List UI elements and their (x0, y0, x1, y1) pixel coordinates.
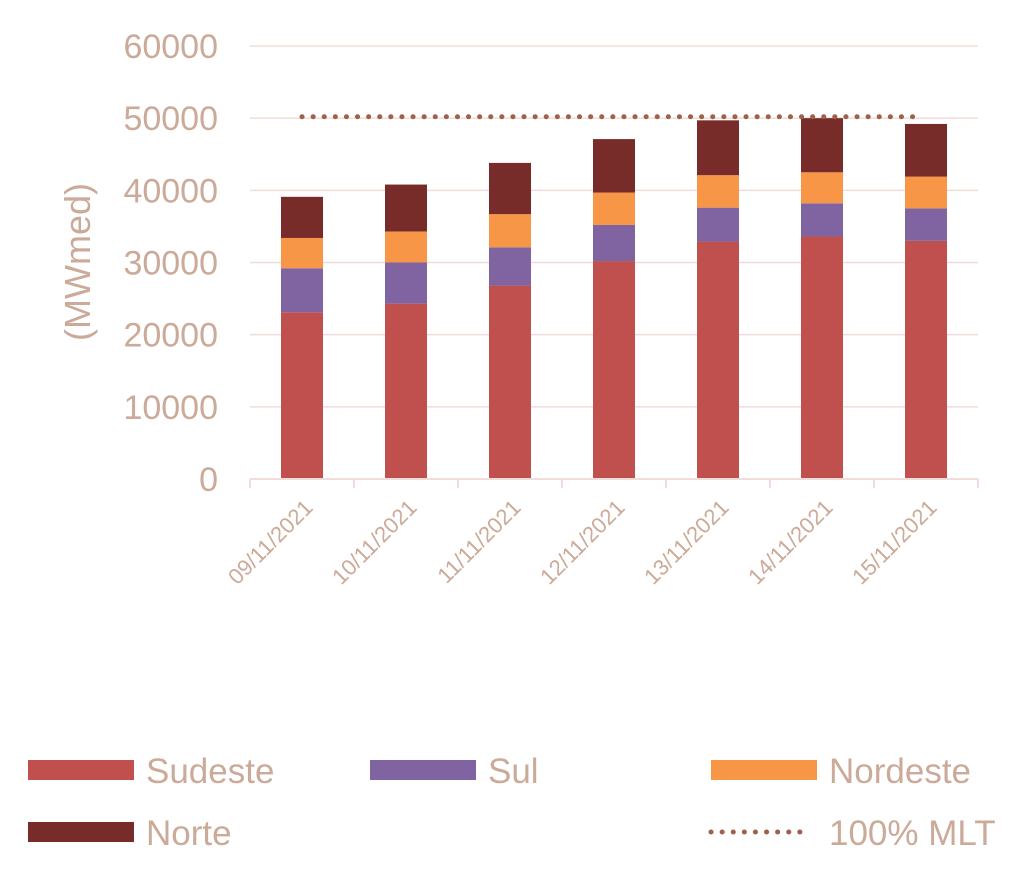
y-tick-label: 40000 (123, 172, 218, 210)
legend: Sudeste Sul Nordeste Norte 100% MLT (28, 752, 996, 853)
bar-segment-sul (385, 262, 427, 304)
legend-label: 100% MLT (829, 814, 996, 853)
bar-segment-norte (489, 162, 531, 215)
y-tick-label: 50000 (123, 100, 218, 138)
legend-swatch (370, 760, 476, 780)
bar-segment-norte (593, 139, 635, 193)
x-tick-label: 12/11/2021 (535, 495, 629, 589)
bar-segment-sudeste (801, 236, 843, 479)
x-tick-label: 09/11/2021 (223, 495, 317, 589)
bars (281, 118, 947, 479)
legend-label: Norte (146, 814, 232, 853)
y-axis-label: (MWmed) (57, 183, 98, 341)
y-tick-label: 0 (199, 461, 218, 499)
bar-segment-sul (489, 247, 531, 286)
legend-swatch (28, 760, 134, 780)
x-tick-label: 11/11/2021 (432, 495, 525, 588)
bar-segment-sul (801, 203, 843, 237)
bar-segment-nordeste (905, 176, 947, 209)
x-tick-label: 10/11/2021 (327, 495, 421, 589)
x-axis (249, 478, 979, 488)
bar-segment-norte (281, 196, 323, 238)
y-tick-label: 20000 (123, 317, 218, 355)
y-tick-label: 30000 (123, 245, 218, 283)
bar-segment-sudeste (905, 240, 947, 479)
bar-segment-norte (697, 120, 739, 176)
x-axis-tick-labels: 09/11/2021 10/11/2021 11/11/2021 12/11/2021… (223, 495, 941, 589)
bar-segment-sudeste (385, 303, 427, 479)
legend-label: Sudeste (146, 752, 274, 791)
bar-segment-nordeste (489, 214, 531, 248)
bar-segment-sul (281, 268, 323, 313)
bar-segment-nordeste (697, 175, 739, 208)
x-tick-label: 14/11/2021 (743, 495, 837, 589)
y-tick-label: 10000 (123, 389, 218, 427)
bar-segment-norte (801, 118, 843, 173)
bar-segment-nordeste (801, 172, 843, 204)
x-tick-label: 15/11/2021 (847, 495, 941, 589)
bar-segment-sudeste (697, 241, 739, 479)
legend-swatch (28, 822, 134, 842)
legend-label: Nordeste (829, 752, 971, 791)
bar-segment-nordeste (385, 231, 427, 263)
bar-segment-nordeste (593, 192, 635, 225)
bar-segment-sudeste (593, 261, 635, 479)
y-tick-label: 60000 (123, 28, 218, 66)
bar-segment-norte (905, 123, 947, 177)
y-axis-ticks: 0 10000 20000 30000 40000 50000 60000 (123, 28, 218, 499)
bar-segment-sul (593, 224, 635, 262)
bar-segment-sul (905, 208, 947, 241)
bar-segment-sudeste (489, 285, 531, 479)
x-tick-label: 13/11/2021 (639, 495, 733, 589)
legend-label: Sul (488, 752, 539, 791)
bar-segment-sudeste (281, 312, 323, 479)
bar-segment-nordeste (281, 237, 323, 269)
bar-segment-sul (697, 207, 739, 242)
bar-segment-norte (385, 184, 427, 232)
legend-swatch (711, 760, 817, 780)
